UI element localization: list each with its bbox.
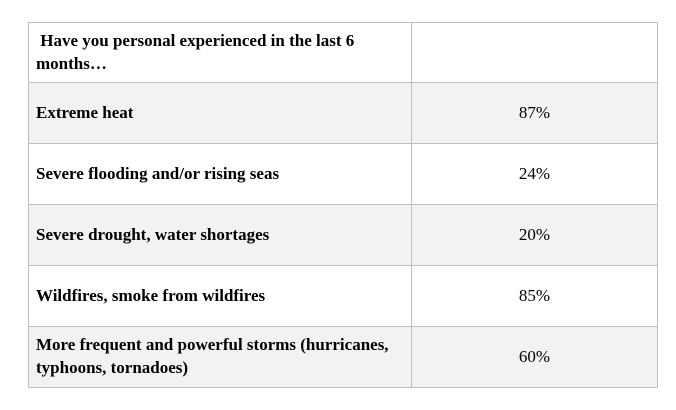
- row-label-cell: Severe flooding and/or rising seas: [28, 143, 412, 205]
- table-row: Extreme heat 87%: [28, 82, 658, 144]
- table-header-row: Have you personal experienced in the las…: [28, 22, 658, 83]
- row-label-cell: More frequent and powerful storms (hurri…: [28, 326, 412, 388]
- row-value-cell: 24%: [411, 143, 658, 205]
- table-row: More frequent and powerful storms (hurri…: [28, 326, 658, 388]
- table-row: Severe drought, water shortages 20%: [28, 204, 658, 266]
- header-empty-cell: [411, 22, 658, 83]
- row-value-cell: 60%: [411, 326, 658, 388]
- row-value-cell: 87%: [411, 82, 658, 144]
- table-row: Severe flooding and/or rising seas 24%: [28, 143, 658, 205]
- survey-results-table: Have you personal experienced in the las…: [28, 22, 658, 388]
- row-value-cell: 20%: [411, 204, 658, 266]
- table-row: Wildfires, smoke from wildfires 85%: [28, 265, 658, 327]
- row-value-cell: 85%: [411, 265, 658, 327]
- row-label-cell: Wildfires, smoke from wildfires: [28, 265, 412, 327]
- row-label-cell: Severe drought, water shortages: [28, 204, 412, 266]
- row-label-cell: Extreme heat: [28, 82, 412, 144]
- header-question-cell: Have you personal experienced in the las…: [28, 22, 412, 83]
